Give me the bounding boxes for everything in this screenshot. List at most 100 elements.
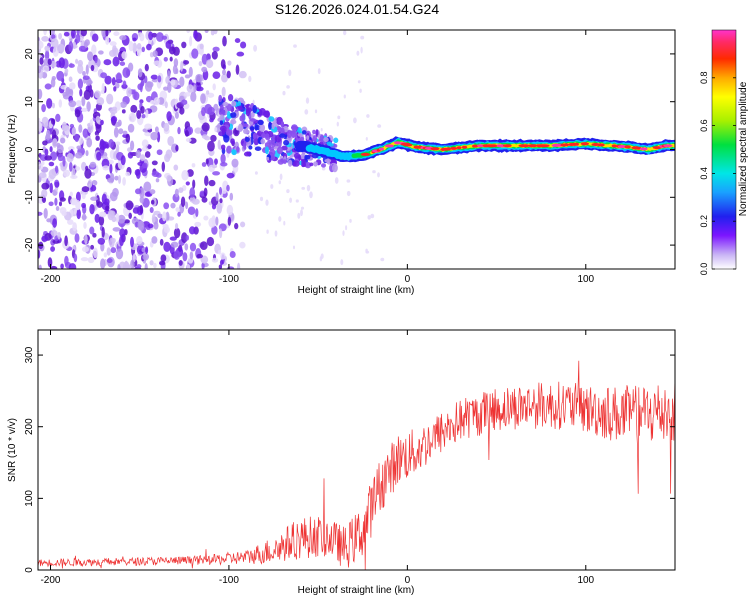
spectrogram-cell [76,145,82,150]
spectrogram-cell [144,151,151,158]
spectrogram-cell [115,213,120,223]
spectrogram-cell [367,215,371,220]
spectrogram-cell [81,161,87,171]
spectrogram-cell [173,227,181,239]
spectrogram-cell [208,217,216,228]
spectrogram-cell [147,223,154,229]
spectrogram-cell [235,64,240,75]
spectrogram-cell [111,237,116,244]
spectrogram-cell [185,201,189,210]
spectrogram-cell [77,78,84,90]
spectrogram-cell [265,133,270,139]
spectrogram-cell [72,41,77,50]
spectrogram-cell [180,60,184,72]
spectrogram-cell [155,126,159,133]
spectrogram-cell [56,142,61,149]
spectrogram-cell [165,40,172,49]
spectrogram-cell [252,105,258,114]
colorbar-tick-label: 0.0 [699,263,709,276]
spectrogram-cell [282,159,287,164]
spectrogram-cell [150,199,155,205]
spectrogram-cell [151,213,156,224]
spectrogram-cell [207,140,215,152]
spectrogram-cell [360,35,365,40]
spectrogram-cell [264,142,269,148]
spectrogram-cell [105,205,110,211]
spectrogram-cell [226,111,231,117]
spectrogram-cell [231,100,237,107]
spectrogram-cell [219,259,224,266]
spectrogram-cell [244,137,250,142]
spectrogram-cell [152,50,158,58]
spectrogram-cell [231,158,239,168]
spectrogram-cell [67,146,75,151]
spectrogram-cell [226,172,235,179]
spectrogram-cell [167,82,172,93]
spectrogram-cell [159,261,166,266]
spectrogram-cell [126,87,132,97]
snr-y-tick-label: 0 [24,567,35,573]
spectrogram-cell [239,241,246,249]
spectrogram-cell [89,119,93,126]
spectrogram-cell [301,151,306,156]
spectrogram-cell [185,181,190,186]
spectrogram-cell [132,207,140,214]
spectrogram-cell [92,232,97,238]
spectrogram-cell [50,118,56,125]
spectrogram-x-tick-label: -200 [40,274,60,285]
spectrogram-cell [216,202,223,214]
spectrogram-cell [214,158,218,165]
spectrogram-cell [110,247,117,254]
spectrogram-cell [181,41,187,49]
spectrogram-cell [73,208,77,215]
spectrogram-cell [370,213,375,219]
spectrogram-cell [141,146,149,152]
spectrogram-cell [44,148,49,157]
snr-y-tick-label: 300 [24,346,35,363]
spectrogram-cell [96,151,102,161]
spectrogram-cell [59,197,66,202]
spectrogram-cell [155,172,162,178]
spectrogram-cell [365,248,368,253]
spectrogram-cell [297,132,303,137]
spectrogram-cell [219,114,225,121]
spectrogram-cell [295,199,299,203]
spectrogram-cell [340,259,344,266]
spectrogram-cell [346,190,351,197]
spectrogram-cell [151,160,158,166]
spectrogram-cell [252,132,257,140]
spectrogram-cell [189,187,196,198]
spectrogram-cell [181,169,189,181]
spectrogram-cell [98,215,105,226]
spectrogram-peak [471,144,479,148]
spectrogram-cell [210,134,217,142]
spectrogram-cell [203,187,208,197]
spectrogram-cell [38,249,41,259]
spectrogram-cell [219,125,227,132]
spectrogram-cell [57,231,61,240]
spectrogram-cell [83,221,87,229]
spectrogram-x-tick-label: 100 [577,274,594,285]
spectrogram-peak [456,146,462,150]
spectrogram-cell [333,144,338,148]
spectrogram-cell [356,50,360,56]
spectrogram-cell [286,129,292,139]
spectrogram-cell [44,83,52,90]
spectrogram-cell [305,155,311,160]
spectrogram-cell [128,212,133,219]
snr-x-label: Height of straight line (km) [298,585,415,596]
spectrogram-cell [184,74,191,79]
spectrogram-cell [206,236,215,247]
spectrogram-cell [319,134,325,143]
spectrogram-cell [264,146,270,155]
spectrogram-cell [41,182,50,190]
snr-y-label: SNR (10 * v/v) [7,418,18,482]
spectrogram-cell [121,109,126,114]
spectrogram-cell [137,68,143,78]
spectrogram-cell [215,216,219,226]
spectrogram-cell [140,105,145,114]
spectrogram-cell [94,56,98,64]
spectrogram-cell [68,263,77,269]
spectrogram-cell [191,48,199,59]
spectrogram-cell [85,165,89,171]
